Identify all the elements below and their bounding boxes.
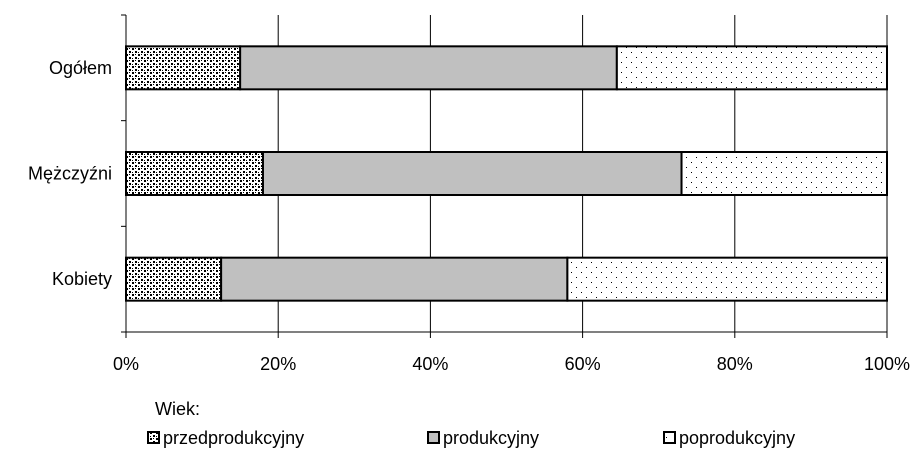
legend-swatch [427,431,440,444]
bar-segment-poprodukcyjny [566,256,888,302]
bar-segment-przedprodukcyjny [125,151,264,196]
bar-segment-przedprodukcyjny [125,45,242,91]
category-label: Kobiety [52,269,112,289]
legend-title: Wiek: [155,399,200,419]
bars [125,45,889,302]
bar-segment-produkcyjny [220,256,569,302]
bar-segment-produkcyjny [239,45,618,91]
legend-swatch [147,431,160,444]
x-tick-labels: 0% 20% 40% 60% 80% 100% [113,354,910,374]
category-labels: Ogółem Mężczyźni Kobiety [28,58,112,289]
category-label: Mężczyźni [28,164,112,184]
x-tick-label: 80% [717,354,753,374]
legend-label: przedprodukcyjny [163,428,304,448]
bar-segment-produkcyjny [261,151,683,196]
bar-segment-poprodukcyjny [680,151,889,196]
x-tick-label: 20% [260,354,296,374]
legend-swatch [663,431,676,444]
x-tick-label: 100% [864,354,910,374]
bar-segment-poprodukcyjny [615,45,888,91]
legend: Wiek: przedprodukcyjny produkcyjny poprodu… [147,399,795,448]
x-tick-label: 40% [412,354,448,374]
category-label: Ogółem [49,58,112,78]
bar-segment-przedprodukcyjny [125,256,223,302]
legend-label: poprodukcyjny [679,428,795,448]
x-tick-label: 60% [565,354,601,374]
legend-label: produkcyjny [443,428,539,448]
x-tick-label: 0% [113,354,139,374]
